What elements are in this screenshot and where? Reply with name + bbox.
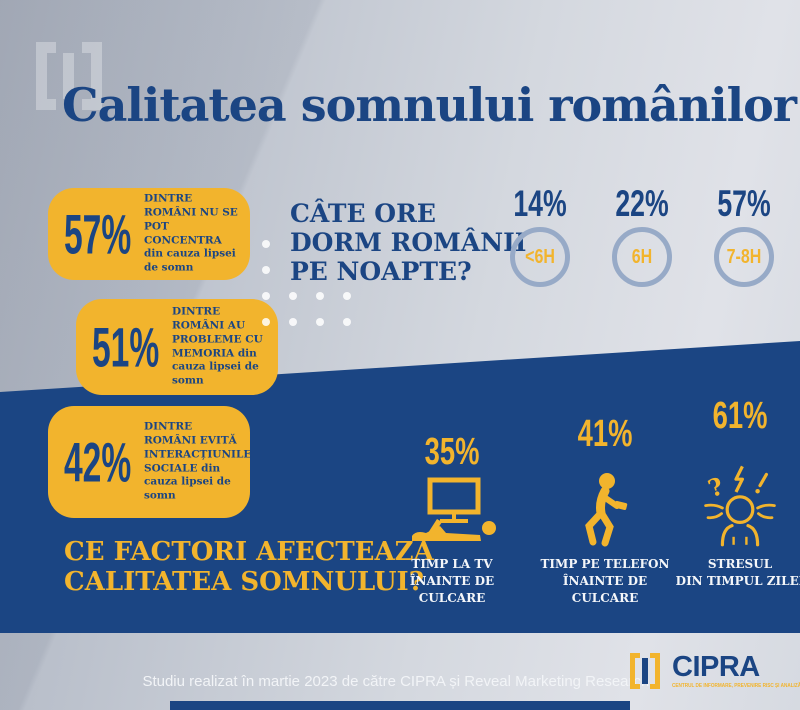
- cipra-brackets-icon: [630, 653, 660, 689]
- cipra-logo-tagline: CENTRUL DE INFORMARE, PREVENIRE RISC ȘI …: [672, 683, 800, 689]
- stat-box-concentration: 57% DINTRE ROMÂNI NU SE POT CONCENTRA di…: [48, 188, 250, 280]
- factor-percent: 61%: [712, 395, 768, 437]
- factor-percent: 41%: [577, 413, 633, 455]
- cipra-brackets-watermark-icon: [36, 42, 102, 110]
- bottom-accent-bar: [170, 701, 630, 710]
- hour-circle: 7-8H: [714, 227, 774, 287]
- walking-phone-person-icon: [577, 472, 633, 548]
- bracket-right-icon: [82, 42, 102, 110]
- question-line: PE NOAPTE?: [290, 257, 472, 286]
- stat-box-social: 42% DINTRE ROMÂNI EVITĂ INTERACȚIUNILE S…: [48, 406, 252, 518]
- hour-circle: <6H: [510, 227, 570, 287]
- factor-label: TIMP LA TV ÎNAINTE DE CULCARE: [409, 557, 495, 605]
- stat-value: 51%: [92, 315, 160, 379]
- question-line: CÂTE ORE: [290, 199, 436, 228]
- stress-head-icon: ?: [696, 460, 784, 548]
- hour-percent: 14%: [513, 183, 567, 224]
- factor-tv: 35% TIMP LA TV ÎNAINTE DE CULCARE: [377, 380, 527, 605]
- cipra-logo: CIPRA CENTRUL DE INFORMARE, PREVENIRE RI…: [630, 651, 800, 697]
- stat-description: DINTRE ROMÂNI EVITĂ INTERACȚIUNILE SOCIA…: [144, 420, 252, 502]
- hour-percent: 22%: [615, 183, 669, 224]
- factor-stress: 61% ? STRESUL DIN TIMPUL ZILEI: [665, 380, 800, 592]
- bracket-left-icon: [630, 653, 640, 689]
- question-line: DORM ROMÂNII: [290, 228, 527, 257]
- factor-percent: 35%: [424, 431, 480, 473]
- study-credit-note: Studiu realizat în martie 2023 de către …: [142, 673, 654, 690]
- bracket-bar-icon: [642, 658, 648, 684]
- sleep-hours-item-under6: 14% <6H: [485, 183, 595, 293]
- factors-heading-line: CE FACTORI AFECTEAZĂ: [64, 537, 434, 567]
- decorative-dot-grid: [262, 240, 372, 330]
- factor-label: TIMP PE TELEFON ÎNAINTE DE CULCARE: [540, 557, 670, 605]
- stat-value: 57%: [64, 202, 132, 266]
- stat-description: DINTRE ROMÂNI AU PROBLEME CU MEMORIA din…: [172, 305, 263, 387]
- stat-description: DINTRE ROMÂNI NU SE POT CONCENTRA din ca…: [144, 192, 238, 274]
- sleep-hours-item-7-8h: 57% 7-8H: [689, 183, 799, 293]
- factors-heading-line: CALITATEA SOMNULUI?: [64, 567, 424, 597]
- bracket-left-icon: [36, 42, 56, 110]
- stat-value: 42%: [64, 430, 132, 494]
- sleep-hours-question: CÂTE ORE DORM ROMÂNII PE NOAPTE?: [290, 199, 526, 286]
- bracket-right-icon: [650, 653, 660, 689]
- hour-label: 7-8H: [726, 246, 762, 268]
- tv-person-icon: [406, 477, 498, 543]
- sleep-hours-item-6h: 22% 6H: [587, 183, 697, 293]
- cipra-logo-name: CIPRA: [672, 651, 760, 683]
- stat-box-memory: 51% DINTRE ROMÂNI AU PROBLEME CU MEMORIA…: [76, 299, 278, 395]
- hour-percent: 57%: [717, 183, 771, 224]
- svg-text:?: ?: [704, 471, 727, 503]
- page-title: Calitatea somnului românilor: [62, 78, 797, 132]
- factors-heading: CE FACTORI AFECTEAZĂ CALITATEA SOMNULUI?: [64, 537, 434, 597]
- bracket-bar-icon: [63, 53, 74, 99]
- hour-label: <6H: [525, 246, 555, 268]
- hour-label: 6H: [631, 246, 653, 268]
- factor-label: STRESUL DIN TIMPUL ZILEI: [675, 557, 800, 588]
- hour-circle: 6H: [612, 227, 672, 287]
- factor-phone: 41% TIMP PE TELEFON ÎNAINTE DE CULCARE: [530, 380, 680, 605]
